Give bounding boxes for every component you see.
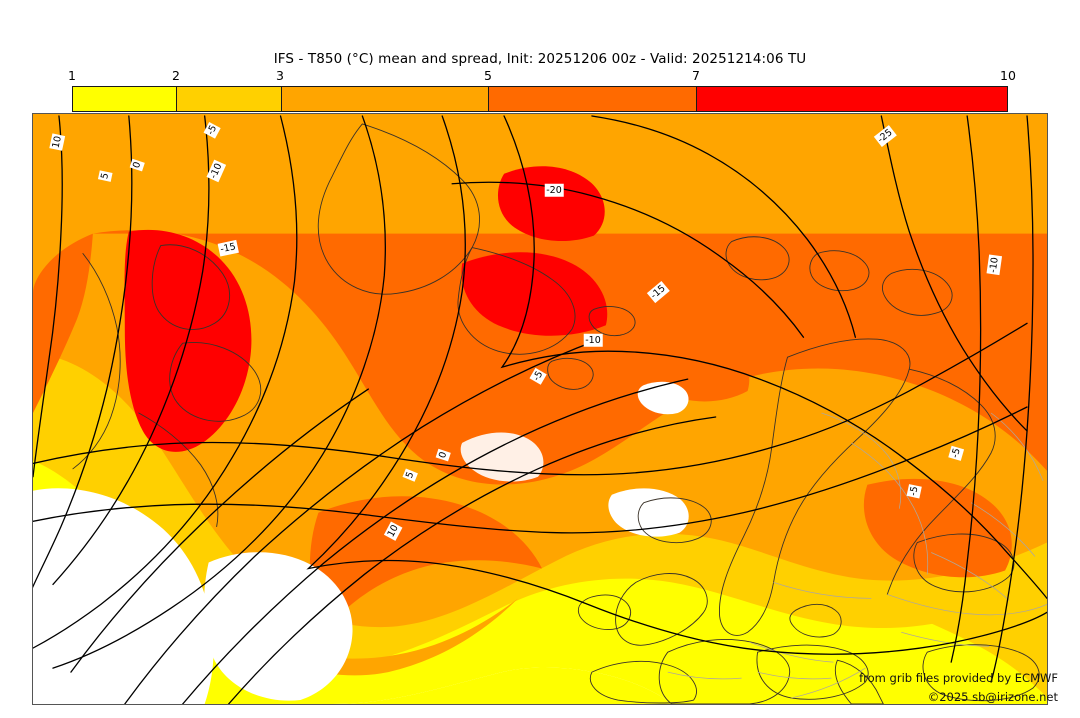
colorbar-segment-7-10: [696, 87, 1007, 111]
spread-colorbar: [72, 86, 1008, 112]
colorbar-segment-2-3: [176, 87, 281, 111]
colorbar-tick-7: 7: [692, 68, 700, 83]
contour-label-minus20: -20: [544, 183, 564, 197]
colorbar-tick-5: 5: [484, 68, 492, 83]
colorbar-tick-2: 2: [172, 68, 180, 83]
copyright-credit: ©2025 sb@irizone.net: [927, 690, 1058, 704]
colorbar-container: [72, 86, 1008, 112]
contour-label-minus10: -10: [583, 333, 603, 347]
political-borders: [667, 412, 1047, 699]
colorbar-tick-3: 3: [276, 68, 284, 83]
colorbar-segment-3-5: [280, 87, 489, 111]
colorbar-segment-1-2: [73, 87, 177, 111]
temperature-contours: [33, 115, 1047, 704]
map-svg: [33, 114, 1047, 704]
spread-band-7-10: [124, 166, 608, 452]
colorbar-tick-labels: 1 2 3 5 7 10: [68, 68, 1016, 84]
data-source-credit: from grib files provided by ECMWF: [859, 671, 1058, 685]
map-canvas[interactable]: 10 5 0 -5 -10 -15 -20 -15 -10 -5 0 5 10 -25 -10 -5 -5: [32, 113, 1048, 705]
page-title: IFS - T850 (°C) mean and spread, Init: 2…: [273, 51, 807, 67]
colorbar-tick-1: 1: [68, 68, 76, 83]
contour-label-minus10: -10: [986, 254, 1002, 276]
contour-label-minus5: -5: [906, 483, 922, 499]
colorbar-tick-10: 10: [1000, 68, 1016, 83]
colorbar-segment-5-7: [488, 87, 696, 111]
